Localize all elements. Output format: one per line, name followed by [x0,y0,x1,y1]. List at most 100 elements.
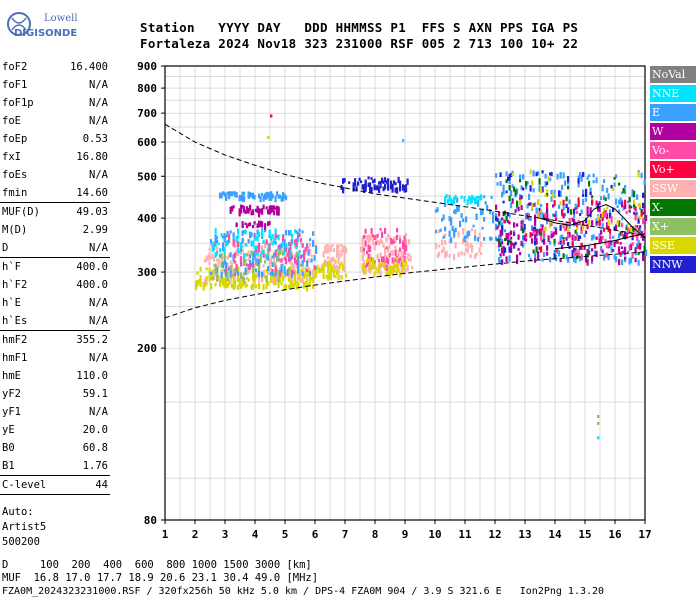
data-point [553,213,556,217]
data-point [622,250,625,254]
data-point [279,244,282,250]
data-point [549,256,552,263]
data-point [499,241,502,248]
data-point [375,234,378,240]
data-point [405,245,408,252]
data-point [561,234,564,240]
data-point [609,228,612,234]
data-point [373,234,376,241]
data-point [622,234,625,239]
data-point [571,251,574,259]
data-point [217,278,220,282]
data-point [598,218,601,225]
data-point [237,242,240,247]
data-point [367,182,370,188]
data-point [390,269,393,275]
data-point [501,217,504,221]
data-point [511,172,514,177]
data-point [327,268,330,273]
data-point [274,276,277,283]
data-point [457,231,460,238]
data-point [258,264,261,272]
data-point [291,282,294,288]
data-point [297,268,300,274]
data-point [579,246,582,250]
data-point [385,246,388,250]
param-value: 1.76 [82,460,108,472]
data-point [529,169,532,175]
data-point [309,238,312,242]
lower-dashed-curve [164,251,646,319]
data-point [546,192,549,197]
data-point [405,260,408,266]
data-point [610,215,613,223]
data-point [391,249,394,256]
data-point [324,262,327,267]
data-point [342,187,345,194]
param-value: 16.80 [76,151,108,163]
data-point [577,235,580,242]
data-point [577,182,580,188]
data-point [231,191,234,197]
data-point [510,247,513,254]
data-point [264,274,267,279]
data-point [336,270,339,276]
data-point [388,265,391,272]
data-point [559,190,562,198]
data-point [504,220,507,224]
data-point [615,174,618,178]
data-point [241,283,244,287]
data-point [330,273,333,280]
data-point [586,248,589,256]
data-point [549,172,552,176]
data-point [465,240,468,246]
param-label: D [2,242,9,254]
data-point [282,234,285,239]
data-point [262,253,265,258]
data-point [555,228,558,235]
data-point [586,210,589,216]
data-point [603,227,606,232]
data-point [271,205,274,213]
data-point [286,269,289,277]
data-point [534,226,537,232]
data-point [576,205,579,210]
param-separator [0,494,110,495]
data-point [394,235,397,243]
data-point [258,242,261,250]
data-point [511,200,514,204]
data-point [364,264,367,268]
data-point [361,247,364,254]
data-point [208,270,211,275]
data-point [502,184,505,190]
data-point [256,249,259,254]
data-point [252,241,255,247]
data-point [406,252,409,260]
data-point [495,223,498,231]
legend-item-e: E [650,104,696,121]
data-point [588,180,591,187]
data-point [550,233,553,239]
data-point [250,210,253,216]
data-point [243,191,246,195]
data-point [217,258,220,263]
data-point [621,250,624,256]
data-point [498,224,501,228]
data-point [288,277,291,282]
data-point [570,209,573,215]
data-point [520,224,523,231]
data-point [232,239,235,244]
data-point [471,244,474,249]
data-point [253,263,256,270]
param-label: foF2 [2,61,28,73]
data-point [265,283,268,290]
data-point [639,226,642,233]
data-point [561,209,564,215]
data-point [255,258,258,262]
data-point [361,262,364,267]
data-point [478,195,481,201]
param-label: hmF1 [2,352,28,364]
data-point [559,258,562,263]
data-point [543,227,546,232]
data-point [546,251,549,256]
